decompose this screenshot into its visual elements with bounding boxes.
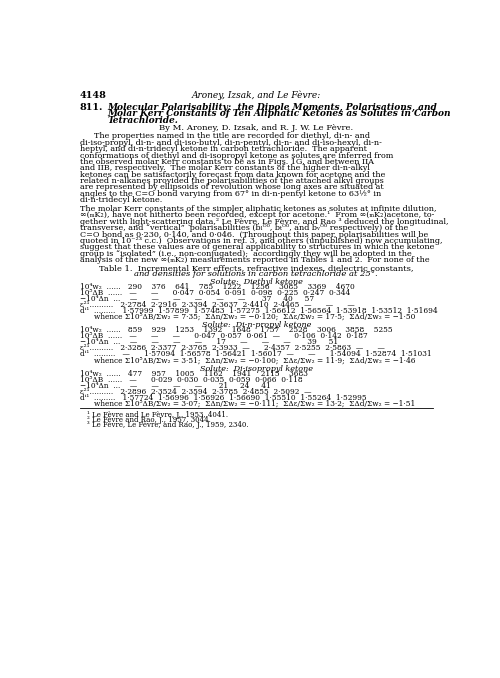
Text: dⁱ¹  .........   —      1·57094  1·56578  1·56421  1·56017  —      —      1·5409: dⁱ¹ ......... — 1·57094 1·56578 1·56421 … bbox=[80, 351, 431, 359]
Text: ¹ Le Fèvre and Le Fèvre, J., 1953, 4041.: ¹ Le Fèvre and Le Fèvre, J., 1953, 4041. bbox=[88, 411, 228, 418]
Text: and densities for solutions in carbon tetrachloride at 25°.: and densities for solutions in carbon te… bbox=[134, 271, 378, 279]
Text: dⁱ¹  .........   1·57999  1·57899  1·57483  1·57275  1·56612  1·56564  1·53918  : dⁱ¹ ......... 1·57999 1·57899 1·57483 1·… bbox=[80, 307, 437, 315]
Text: The properties named in the title are recorded for diethyl, di-n- and: The properties named in the title are re… bbox=[94, 132, 370, 140]
Text: −10⁴Δn  ...    —      —      —      —      17      —      —      —       39     : −10⁴Δn ... — — — — 17 — — — 39 bbox=[80, 338, 338, 346]
Text: whence Σ10⁵ΔB/Σw₂ = 3·07;  ΣΔn/Σw₂ = −0·111;  ΣΔε/Σw₂ = 13·2;  ΣΔd/Σw₂ = −1·51: whence Σ10⁵ΔB/Σw₂ = 3·07; ΣΔn/Σw₂ = −0·1… bbox=[94, 400, 415, 408]
Text: 10⁴w₂  ......   477    957    1005    1162    1941    2115    3683: 10⁴w₂ ...... 477 957 1005 1162 1941 2115… bbox=[80, 370, 308, 378]
Text: Aroney, Izsak, and Le Fèvre:: Aroney, Izsak, and Le Fèvre: bbox=[192, 91, 321, 100]
Text: Solute:  Di-n-propyl ketone: Solute: Di-n-propyl ketone bbox=[202, 321, 311, 329]
Text: whence Σ10⁵ΔB/Σw₂ = 7·35;  ΣΔn/Σw₂ = −0·120;  ΣΔε/Σw₂ = 17·5;  ΣΔd/Σw₂ = −1·50: whence Σ10⁵ΔB/Σw₂ = 7·35; ΣΔn/Σw₂ = −0·1… bbox=[94, 313, 415, 321]
Text: heptyl, and di-n-tridecyl ketone in carbon tetrachloride.  The apparent: heptyl, and di-n-tridecyl ketone in carb… bbox=[80, 145, 366, 153]
Text: gether with light-scattering data,² Le Fèvre, Le Fèvre, and Rao ³ deduced the lo: gether with light-scattering data,² Le F… bbox=[80, 218, 448, 226]
Text: −10⁴Δn  ...    —      —      —      —       21     24     41: −10⁴Δn ... — — — — 21 24 41 bbox=[80, 382, 270, 390]
Text: −10⁴Δn  ...    —      —      —      —      —      —       37     40     57: −10⁴Δn ... — — — — — — 37 40 57 bbox=[80, 295, 314, 303]
Text: Solute:  Di-isopropyl ketone: Solute: Di-isopropyl ketone bbox=[200, 365, 313, 373]
Text: Solute:  Diethyl ketone: Solute: Diethyl ketone bbox=[210, 277, 302, 285]
Text: ² Le Fèvre and Rao, J., 1957, 3044.: ² Le Fèvre and Rao, J., 1957, 3044. bbox=[88, 416, 211, 424]
Text: suggest that these values are of general applicability to structures in which th: suggest that these values are of general… bbox=[80, 243, 434, 252]
Text: Molar Kerr Constants of Ten Aliphatic Ketones as Solutes in Carbon: Molar Kerr Constants of Ten Aliphatic Ke… bbox=[108, 109, 451, 119]
Text: ε²¹..........   2·2896  2·3524  2·3594  2·3785  2·4855  2·5092  —: ε²¹.......... 2·2896 2·3524 2·3594 2·378… bbox=[80, 388, 311, 396]
Text: ε²¹..........   2·2784  2·2916  2·3394  2·3637  2·4410  2·4465  —      —      —: ε²¹.......... 2·2784 2·2916 2·3394 2·363… bbox=[80, 301, 354, 308]
Text: di-iso-propyl, di-n- and di-iso-butyl, di-n-pentyl, di-n- and di-iso-hexyl, di-n: di-iso-propyl, di-n- and di-iso-butyl, d… bbox=[80, 139, 382, 146]
Text: dⁱ¹  .........   1·57724  1·56996  1·56926  1·56690  1·55510  1·55264  1·52995: dⁱ¹ ......... 1·57724 1·56996 1·56926 1·… bbox=[80, 394, 366, 402]
Text: Tetrachloride.: Tetrachloride. bbox=[108, 116, 178, 125]
Text: The molar Kerr constants of the simpler aliphatic ketones as solutes at infinite: The molar Kerr constants of the simpler … bbox=[80, 205, 436, 213]
Text: 10⁵ΔB  ......   —      —      0·047  0·054  0·091  0·098  0·225  0·247  0·344: 10⁵ΔB ...... — — 0·047 0·054 0·091 0·098… bbox=[80, 289, 350, 297]
Text: transverse, and “vertical”  polarisabilities (bₗᴼ⁰, bₜᴼ⁰, and bᵥᴼ⁰ respectively): transverse, and “vertical” polarisabilit… bbox=[80, 224, 408, 232]
Text: Table 1.  Incremental Kerr effects, refractive indexes, dielectric constants,: Table 1. Incremental Kerr effects, refra… bbox=[99, 264, 414, 272]
Text: analysis of the new ∞(ₘK₂) measurements reported in Tables 1 and 2.  For none of: analysis of the new ∞(ₘK₂) measurements … bbox=[80, 256, 429, 264]
Text: ³ Le Fèvre, Le Fèvre, and Rao, J., 1959, 2340.: ³ Le Fèvre, Le Fèvre, and Rao, J., 1959,… bbox=[88, 421, 249, 429]
Text: quoted in 10⁻²³ c.c.)  Observations in ref. 3, and others (unpublished) now accu: quoted in 10⁻²³ c.c.) Observations in re… bbox=[80, 237, 442, 245]
Text: 10⁵ΔB  ......   —      0·029  0·030  0·035  0·059  0·066  0·118: 10⁵ΔB ...... — 0·029 0·030 0·035 0·059 0… bbox=[80, 376, 302, 384]
Text: conformations of diethyl and di-isopropyl ketone as solutes are inferred from: conformations of diethyl and di-isopropy… bbox=[80, 151, 393, 159]
Text: ∞(ₘK₂), have not hitherto been recorded, except for acetone.¹  From ∞(ₘK₂)aceton: ∞(ₘK₂), have not hitherto been recorded,… bbox=[80, 212, 434, 220]
Text: ketones can be satisfactorily forecast from data known for acetone and the: ketones can be satisfactorily forecast f… bbox=[80, 171, 385, 179]
Text: By M. Aroney, D. Izsak, and R. J. W. Le Fèvre.: By M. Aroney, D. Izsak, and R. J. W. Le … bbox=[159, 124, 354, 132]
Text: Molecular Polarisability:  the Dipole Moments, Polarisations, and: Molecular Polarisability: the Dipole Mom… bbox=[108, 103, 437, 112]
Text: 4148: 4148 bbox=[80, 91, 106, 100]
Text: C=O bond as 0·230, 0·140, and 0·046.  (Throughout this paper, polarisabilities w: C=O bond as 0·230, 0·140, and 0·046. (Th… bbox=[80, 231, 428, 239]
Text: 811.: 811. bbox=[80, 103, 103, 112]
Text: angles to the C=O bond varying from 67° in di-n-pentyl ketone to 63½° in: angles to the C=O bond varying from 67° … bbox=[80, 190, 381, 198]
Text: the observed molar Kerr constants to be as in Figs. 1G, and between IIA: the observed molar Kerr constants to be … bbox=[80, 158, 374, 166]
Text: group is “isolated” (i.e., non-conjugated);  accordingly they will be adopted in: group is “isolated” (i.e., non-conjugate… bbox=[80, 250, 411, 258]
Text: are represented by ellipsoids of revolution whose long axes are situated at: are represented by ellipsoids of revolut… bbox=[80, 184, 383, 191]
Text: and IIB, respectively.  The molar Kerr constants of the higher di-n-alkyl: and IIB, respectively. The molar Kerr co… bbox=[80, 164, 370, 172]
Text: di-n-tridecyl ketone.: di-n-tridecyl ketone. bbox=[80, 196, 162, 204]
Text: ε²¹..........   2·3286  2·3377  2·3765  2·3933  —      2·4357  2·5255  2·5863  —: ε²¹.......... 2·3286 2·3377 2·3765 2·393… bbox=[80, 344, 384, 353]
Text: 10⁴w₂  ......   859    929    1253    1392    1648    1757    2528    3006    38: 10⁴w₂ ...... 859 929 1253 1392 1648 1757… bbox=[80, 326, 392, 334]
Text: whence Σ10⁵ΔB/Σw₂ = 3·51;  ΣΔn/Σw₂ = −0·100;  ΣΔε/Σw₂ = 11·9;  ΣΔd/Σw₂ = −1·46: whence Σ10⁵ΔB/Σw₂ = 3·51; ΣΔn/Σw₂ = −0·1… bbox=[94, 357, 415, 364]
Text: related n-alkanes provided the polarisabilities of the attached alkyl groups: related n-alkanes provided the polarisab… bbox=[80, 177, 384, 185]
Text: 10⁵ΔB  ......   —      —      —      0·047  0·057  0·061  —      0·106  0·142  0: 10⁵ΔB ...... — — — 0·047 0·057 0·061 — 0… bbox=[80, 332, 368, 340]
Text: 10⁴w₂  ......   290    376    641    785    1222    1256    3085    3369    4670: 10⁴w₂ ...... 290 376 641 785 1222 1256 3… bbox=[80, 283, 354, 291]
